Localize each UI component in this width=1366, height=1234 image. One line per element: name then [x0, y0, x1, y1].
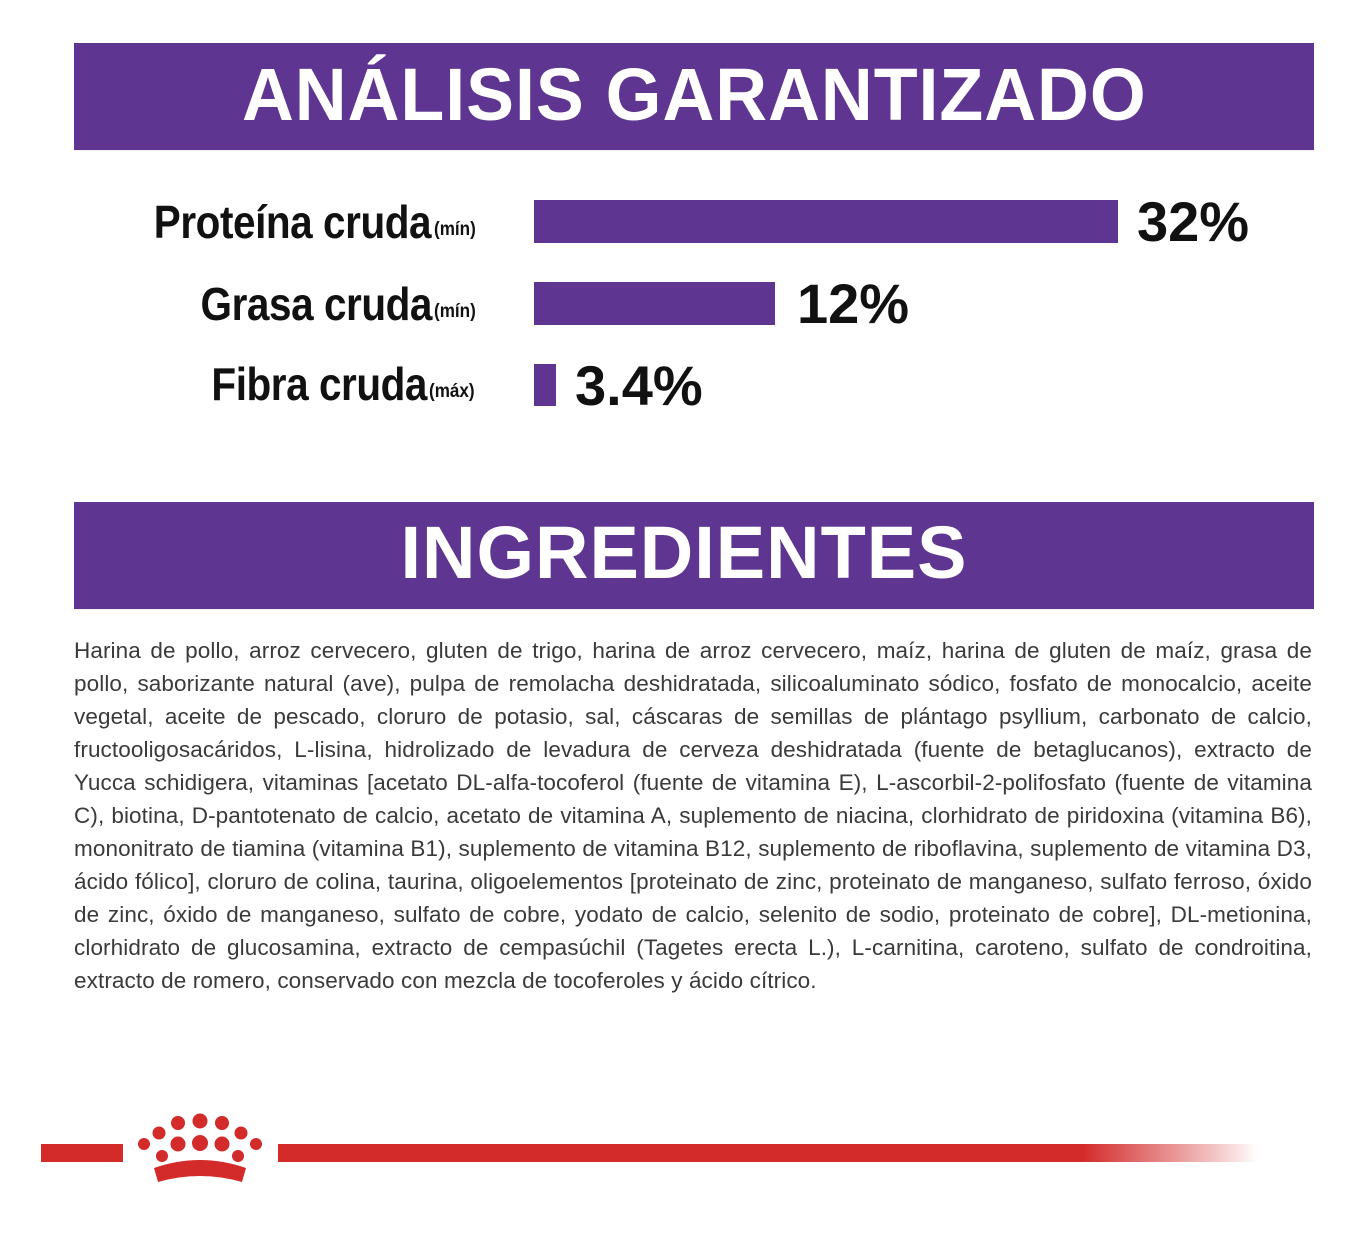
nutrient-bar-fat — [534, 282, 775, 325]
nutrient-value: 12% — [797, 272, 910, 335]
nutrient-row-fat: Grasa cruda (mín) 12% — [0, 272, 1366, 336]
crown-icon — [132, 1112, 268, 1190]
nutrient-row-protein: Proteína cruda (mín) 32% — [0, 190, 1366, 254]
nutrient-value: 32% — [1137, 190, 1250, 253]
ingredients-banner: INGREDIENTES — [74, 502, 1314, 609]
footer-stripe-left — [41, 1144, 123, 1162]
nutrient-qualifier: (mín) — [433, 301, 476, 322]
analysis-banner: ANÁLISIS GARANTIZADO — [74, 43, 1314, 150]
ingredients-text: Harina de pollo, arroz cervecero, gluten… — [74, 638, 1312, 993]
nutrient-row-fiber: Fibra cruda (máx) 3.4% — [0, 352, 1366, 416]
analysis-title: ANÁLISIS GARANTIZADO — [241, 53, 1147, 136]
nutrient-bar-protein — [534, 200, 1118, 243]
nutrient-qualifier: (mín) — [433, 219, 476, 240]
nutrient-qualifier: (máx) — [429, 381, 475, 402]
ingredients-title: INGREDIENTES — [400, 511, 968, 594]
nutrient-value: 3.4% — [575, 354, 703, 417]
footer-stripe-right — [278, 1144, 1258, 1162]
nutrient-label: Fibra cruda (máx) — [182, 352, 480, 416]
nutrient-name: Fibra cruda — [211, 358, 428, 410]
nutrient-label: Grasa cruda (mín) — [169, 272, 480, 336]
nutrient-name: Proteína cruda — [154, 196, 432, 248]
nutrient-bar-fiber — [534, 364, 556, 406]
nutrient-name: Grasa cruda — [200, 278, 432, 330]
nutrient-label: Proteína cruda (mín) — [116, 190, 480, 254]
